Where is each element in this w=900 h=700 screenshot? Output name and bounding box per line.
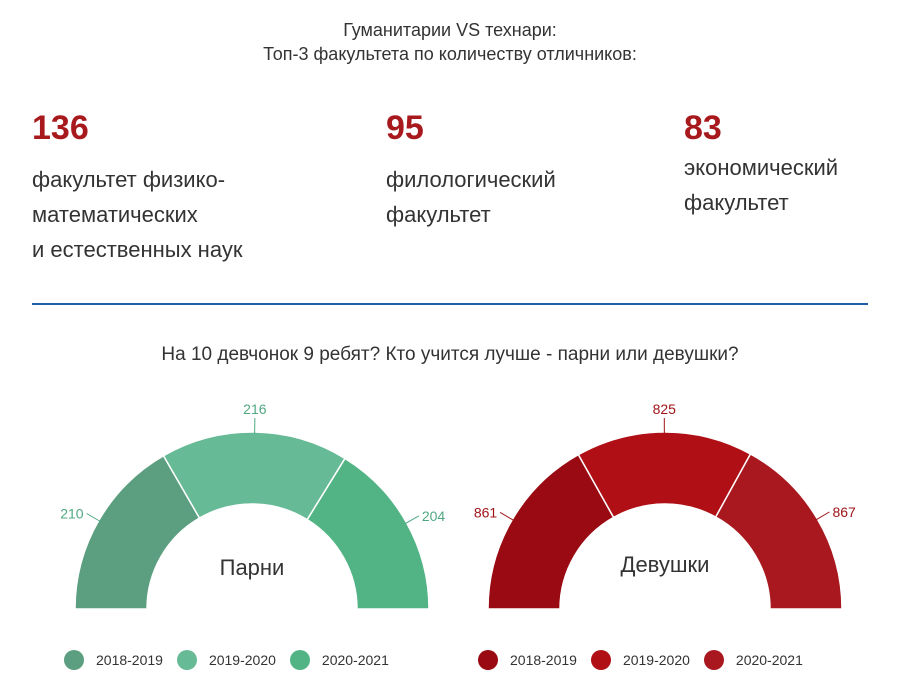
- legend-swatch: [703, 650, 724, 670]
- value-label: 216: [243, 401, 267, 417]
- legend-item: 2020-2021: [289, 650, 389, 670]
- legend-item: 2019-2020: [176, 650, 276, 670]
- legend-label: 2019-2020: [208, 652, 276, 668]
- section-divider: [32, 303, 868, 305]
- legend-label: 2018-2019: [96, 652, 163, 668]
- legend-label: 2020-2021: [735, 652, 803, 668]
- stat-label: филологический факультет: [386, 167, 556, 227]
- legend-swatch: [176, 650, 197, 670]
- section-subtitle: На 10 девчонок 9 ребят? Кто учится лучше…: [161, 344, 739, 365]
- gauge-boys: 210 216 204 Парни: [60, 401, 446, 610]
- stat-block-3: 83 экономический факультет: [684, 108, 838, 220]
- leader-line: [86, 513, 101, 522]
- value-label: 210: [60, 506, 84, 522]
- legend-label: 2019-2020: [622, 652, 690, 668]
- legend-label: 2020-2021: [321, 652, 389, 668]
- gauge-segment: [714, 452, 843, 610]
- gauge-segment: [306, 457, 430, 610]
- chart-title: Гуманитарии VS технари: Топ-3 факультета…: [0, 18, 900, 66]
- stat-value: 95: [386, 109, 424, 147]
- stat-value: 83: [684, 109, 722, 147]
- value-label: 861: [474, 504, 498, 520]
- legend-item: 2019-2020: [590, 650, 690, 670]
- legend-girls: 2018-2019 2019-2020 2020-2021: [478, 650, 817, 670]
- stat-block-2: 95 филологический факультет: [386, 108, 556, 232]
- gauge-center-label: Девушки: [621, 552, 710, 577]
- leader-line: [499, 512, 515, 522]
- stat-label: экономический факультет: [684, 155, 839, 215]
- gauge-girls: 861 825 867 Девушки: [474, 401, 856, 610]
- legend-item: 2018-2019: [64, 650, 163, 670]
- legend-item: 2020-2021: [703, 650, 803, 670]
- legend-boys: 2018-2019 2019-2020 2020-2021: [64, 650, 403, 670]
- stat-label: факультет физико- математических и естес…: [32, 167, 243, 262]
- gauge-center-label: Парни: [220, 555, 285, 580]
- legend-item: 2018-2019: [478, 650, 577, 670]
- value-label: 867: [832, 504, 856, 520]
- title-line-1: Гуманитарии VS технари:: [343, 20, 557, 40]
- title-line-2: Топ-3 факультета по количеству отличнико…: [263, 44, 637, 64]
- legend-swatch: [289, 650, 310, 670]
- stat-block-1: 136 факультет физико- математических и е…: [32, 108, 242, 267]
- stat-value: 136: [32, 109, 89, 147]
- legend-swatch: [64, 650, 84, 670]
- leader-line: [404, 515, 420, 525]
- legend-label: 2018-2019: [510, 652, 577, 668]
- value-label: 825: [653, 401, 677, 417]
- legend-swatch: [478, 650, 498, 670]
- gauges-chart: 210 216 204 Парни 861 825 867 Девушки: [60, 401, 856, 610]
- legend-swatch: [590, 650, 611, 670]
- leader-line: [815, 511, 830, 521]
- value-label: 204: [422, 508, 446, 524]
